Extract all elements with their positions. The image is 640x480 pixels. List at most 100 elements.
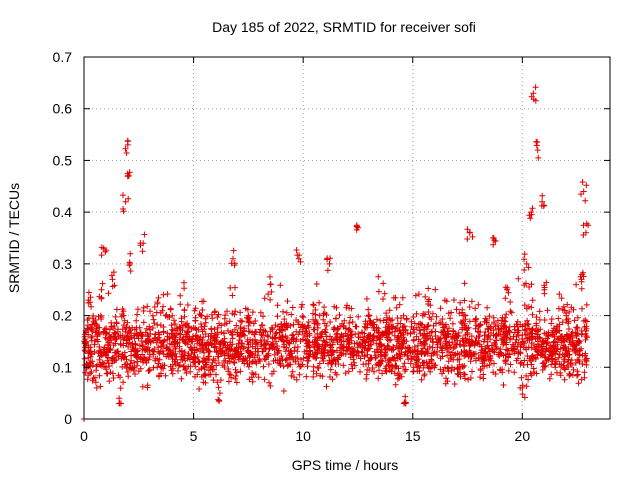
data-point (177, 301, 184, 308)
data-point (283, 324, 290, 331)
data-point (583, 301, 590, 308)
data-point (208, 363, 215, 370)
y-tick-label: 0.6 (53, 101, 73, 117)
data-point (106, 346, 113, 353)
data-point (562, 352, 568, 359)
data-point (332, 335, 339, 342)
data-point (88, 368, 95, 375)
data-point (420, 326, 427, 333)
data-point (518, 374, 525, 381)
data-point (85, 299, 92, 306)
data-point (565, 332, 572, 339)
data-point (111, 329, 118, 336)
data-point (275, 349, 282, 355)
data-point (500, 352, 507, 359)
data-point (450, 345, 457, 352)
data-point (558, 295, 565, 302)
data-point (221, 349, 228, 356)
data-point (216, 320, 223, 327)
data-point (561, 376, 568, 383)
data-point (122, 361, 129, 368)
data-point (196, 386, 203, 392)
data-point (105, 360, 112, 366)
data-point (265, 333, 272, 340)
data-point (96, 347, 103, 354)
data-point (491, 237, 498, 244)
data-point (347, 314, 354, 321)
data-point (87, 348, 94, 355)
y-tick-label: 0.7 (53, 49, 73, 65)
data-point (461, 280, 468, 287)
data-point (500, 382, 507, 388)
data-point (94, 333, 101, 340)
data-point (106, 378, 113, 385)
data-point (466, 304, 473, 310)
data-point (350, 346, 357, 353)
data-point (116, 400, 123, 407)
data-point (110, 269, 117, 276)
chart-title: Day 185 of 2022, SRMTID for receiver sof… (212, 19, 476, 35)
data-point (442, 338, 449, 345)
data-point (158, 343, 165, 350)
data-point (393, 304, 400, 311)
data-point (381, 290, 388, 297)
data-point (454, 364, 461, 371)
data-point (98, 352, 105, 359)
data-point (366, 312, 373, 319)
data-point (468, 298, 475, 305)
data-point (460, 364, 466, 371)
data-point (89, 315, 96, 322)
data-point (522, 320, 529, 327)
data-point (245, 348, 252, 355)
data-point (127, 330, 134, 337)
data-point (280, 363, 287, 370)
data-point (379, 358, 386, 365)
data-point (521, 394, 528, 401)
data-point (332, 358, 339, 365)
data-point (428, 329, 435, 336)
data-point (541, 282, 548, 289)
data-point (557, 372, 564, 379)
data-point (482, 315, 489, 322)
data-point (439, 344, 446, 351)
data-point (90, 375, 97, 382)
data-point (98, 286, 105, 293)
data-point (221, 321, 228, 327)
data-point (440, 328, 447, 335)
data-point (271, 351, 278, 358)
data-point (578, 278, 585, 285)
data-point (185, 350, 192, 357)
data-point (488, 357, 494, 364)
data-point (292, 354, 299, 361)
data-point (126, 259, 133, 266)
data-point (496, 326, 503, 333)
data-point (252, 328, 259, 335)
data-point (299, 313, 306, 320)
data-point (215, 396, 222, 403)
data-point (112, 330, 119, 337)
data-point (313, 354, 320, 361)
data-point (431, 362, 438, 369)
data-point (277, 357, 284, 364)
data-point (541, 363, 548, 370)
data-point (177, 331, 184, 338)
data-point (555, 305, 562, 312)
data-point (492, 332, 499, 339)
data-point (432, 333, 439, 339)
data-point (174, 359, 181, 366)
data-point (554, 323, 561, 330)
data-point (372, 352, 379, 359)
data-point (579, 179, 586, 185)
data-point (351, 340, 358, 347)
data-point (365, 313, 372, 320)
data-point (530, 90, 537, 97)
data-point (402, 393, 409, 400)
data-point (153, 339, 160, 346)
data-point (110, 375, 117, 381)
data-point (401, 368, 408, 374)
data-point (535, 331, 541, 338)
data-point (580, 222, 587, 229)
data-point (205, 357, 212, 364)
data-point (486, 313, 493, 320)
data-point (473, 315, 480, 322)
